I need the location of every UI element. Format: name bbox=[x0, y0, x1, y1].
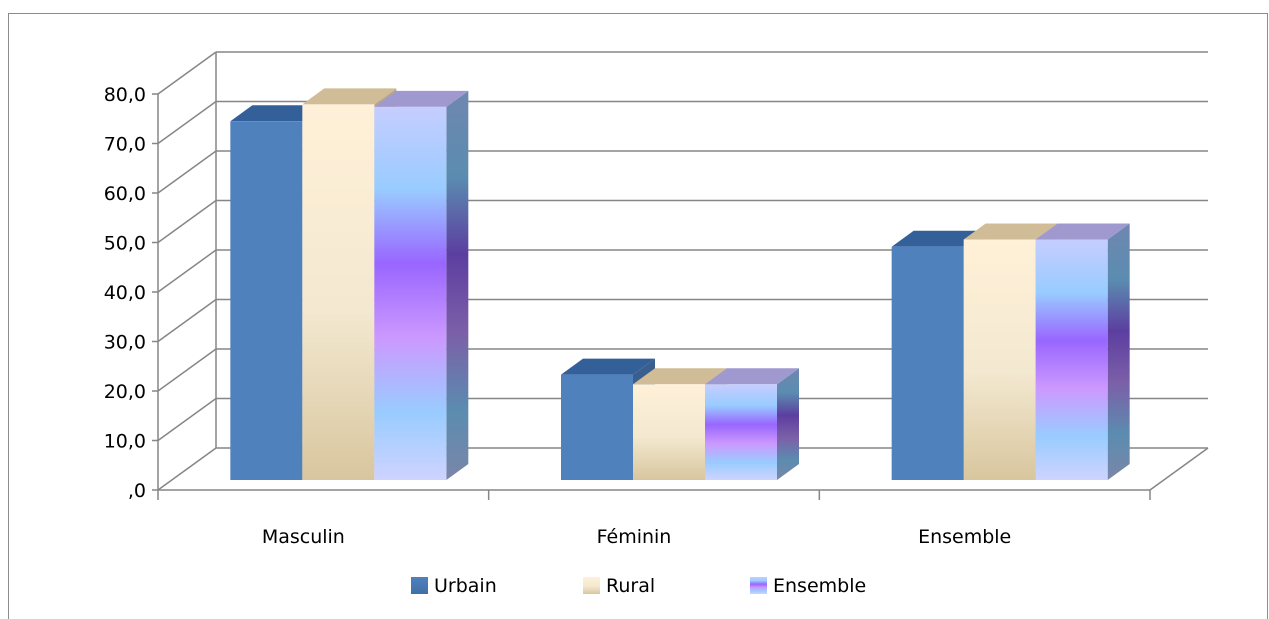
gridline-diagonal bbox=[157, 100, 217, 145]
y-tick-label: 10,0 bbox=[104, 431, 146, 453]
bar-ensemble-2-side bbox=[777, 368, 799, 480]
bar-ensemble-1 bbox=[374, 106, 447, 480]
y-tick-label: 80,0 bbox=[104, 84, 146, 106]
floor-edge bbox=[1149, 447, 1209, 491]
chart-frame bbox=[8, 13, 1268, 619]
legend-label-urbain: Urbain bbox=[434, 575, 497, 597]
bar-rural-3-top bbox=[963, 223, 1058, 240]
bar-urbain-3-top bbox=[891, 230, 986, 247]
bars bbox=[230, 88, 1130, 481]
legend-swatch-rural bbox=[583, 577, 600, 594]
legend-label-rural: Rural bbox=[606, 575, 655, 597]
bar-rural-2 bbox=[633, 384, 705, 480]
y-tick-label: 20,0 bbox=[104, 381, 146, 403]
x-tick-label: Ensemble bbox=[918, 526, 1011, 548]
labels: ,0 10,0 20,0 30,0 40,0 50,0 60,0 70,0 80,0 Mascul… bbox=[104, 84, 1012, 548]
bar-rural-3 bbox=[963, 239, 1036, 480]
bar-ensemble-3-side bbox=[1107, 223, 1130, 480]
legend: Urbain Rural Ensemble bbox=[411, 575, 866, 597]
gridline-diagonal bbox=[157, 298, 217, 343]
legend-label-ensemble: Ensemble bbox=[773, 575, 866, 597]
bar-ensemble-2-top bbox=[705, 368, 799, 385]
bar-urbain-1 bbox=[230, 121, 303, 481]
bar-ensemble-3-top bbox=[1035, 223, 1130, 240]
legend-swatch-urbain bbox=[411, 577, 428, 594]
bar-urbain-1-top bbox=[230, 105, 325, 122]
bar-ensemble-3 bbox=[1035, 239, 1108, 480]
y-tick-label: 40,0 bbox=[104, 282, 146, 304]
gridline-diagonal bbox=[157, 447, 217, 491]
y-tick-label: ,0 bbox=[128, 480, 146, 502]
gridline-diagonal bbox=[157, 51, 217, 95]
y-tick-label: 60,0 bbox=[104, 183, 146, 205]
bar-urbain-2-top bbox=[561, 358, 655, 375]
y-tick-label: 30,0 bbox=[104, 332, 146, 354]
axes bbox=[152, 93, 1151, 500]
gridline-diagonal bbox=[157, 249, 217, 293]
gridline-diagonal bbox=[157, 348, 217, 392]
y-tick-label: 70,0 bbox=[104, 134, 146, 156]
gridline-diagonal bbox=[157, 150, 217, 194]
x-tick-label: Masculin bbox=[262, 526, 345, 548]
bar-ensemble-1-side bbox=[446, 90, 469, 480]
bar-ensemble-2 bbox=[705, 384, 777, 480]
bar-urbain-2 bbox=[561, 374, 633, 480]
bar-rural-2-top bbox=[633, 368, 727, 385]
x-tick-label: Féminin bbox=[597, 526, 672, 548]
bar-rural-1-top bbox=[302, 88, 397, 105]
bar-urbain-3 bbox=[891, 246, 964, 480]
legend-swatch-ensemble bbox=[750, 577, 767, 594]
y-tick-label: 50,0 bbox=[104, 233, 146, 255]
bar-rural-1 bbox=[302, 104, 375, 480]
bar-ensemble-1-top bbox=[374, 90, 469, 107]
gridline-diagonal bbox=[157, 199, 217, 244]
gridline-diagonal bbox=[157, 397, 217, 442]
